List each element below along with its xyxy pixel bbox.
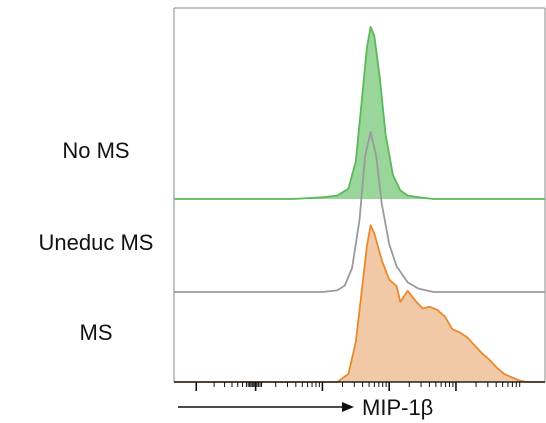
series-layer [174, 26, 545, 383]
series-area-ms [174, 225, 545, 382]
series-line-uneduc-ms [174, 131, 545, 293]
plot-frame [173, 7, 546, 382]
row-label-no-ms: No MS [62, 138, 129, 163]
row-label-ms: MS [80, 320, 113, 345]
label-layer: No MS Uneduc MS MS [39, 138, 154, 345]
series-line-ms [174, 224, 545, 383]
x-axis-arrow-head [342, 402, 354, 412]
x-axis-label: MIP-1β [362, 395, 433, 420]
x-axis: MIP-1β [174, 381, 545, 420]
series-line-no-ms [174, 26, 545, 200]
series-area-no-ms [174, 27, 545, 199]
row-label-uneduc-ms: Uneduc MS [39, 230, 154, 255]
